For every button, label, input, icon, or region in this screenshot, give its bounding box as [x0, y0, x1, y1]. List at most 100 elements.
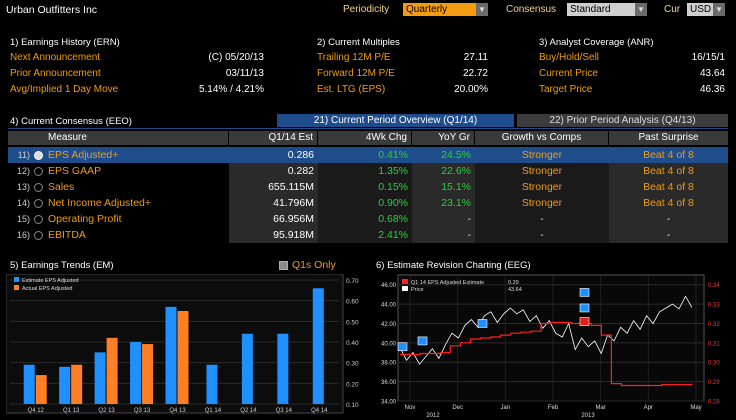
chart1-bar-estimate[interactable]	[130, 342, 142, 404]
chart1-ytick-label: 0.40	[346, 340, 359, 347]
chart1-ytick-label: 0.60	[346, 299, 359, 306]
chart2-left-ytick-label: 36.00	[381, 380, 397, 386]
chart1-xtick-label: Q1 14	[205, 408, 222, 414]
earnings-history-title[interactable]: 1) Earnings History (ERN)	[10, 37, 120, 48]
table-row[interactable]: 14) Net Income Adjusted+ 41.796M 0.90% 23.1%…	[8, 195, 728, 211]
earnings-trends-title[interactable]: 5) Earnings Trends (EM)	[10, 260, 114, 271]
chart2-legend-swatch	[402, 279, 408, 284]
col-header-growth-label: Growth vs Comps	[501, 132, 582, 143]
chart2-event-marker[interactable]	[579, 303, 590, 313]
chart2-event-marker[interactable]	[579, 317, 590, 326]
avg-move-value: 5.14% / 4.21%	[198, 84, 264, 95]
measure-name[interactable]: EBITDA	[48, 229, 86, 241]
tab-current-period[interactable]: 21) Current Period Overview (Q1/14)	[277, 114, 514, 127]
chart1-bar-estimate[interactable]	[241, 333, 253, 404]
chart1-bar-estimate[interactable]	[165, 306, 177, 404]
chart1-bar-estimate[interactable]	[312, 288, 324, 404]
chart1-ytick-label: 0.10	[346, 402, 359, 409]
company-name: Urban Outfitters Inc	[6, 4, 98, 16]
chart2-event-marker[interactable]	[417, 336, 428, 346]
row-select-radio-icon[interactable]	[34, 151, 43, 160]
currency-dropdown-arrow-icon[interactable]: ▼	[713, 3, 725, 16]
chart2-right-ytick-label: 0.32	[708, 322, 720, 328]
chart1-bar-actual[interactable]	[106, 337, 118, 404]
cell-est: 0.286	[287, 149, 314, 161]
table-row[interactable]: 13) Sales 655.115M 0.15% 15.1% Stronger Beat 4…	[8, 179, 728, 195]
consensus-value: Standard	[570, 4, 611, 15]
current-consensus-title[interactable]: 4) Current Consensus (EEO)	[10, 116, 132, 127]
chart2-event-marker[interactable]	[397, 342, 408, 352]
periodicity-dropdown[interactable]: Quarterly	[403, 3, 476, 16]
tab-current-period-label: 21) Current Period Overview (Q1/14)	[313, 115, 478, 126]
col-header-surprise[interactable]: Past Surprise	[609, 131, 728, 145]
col-header-4wk[interactable]: 4Wk Chg	[318, 131, 412, 145]
periodicity-value: Quarterly	[406, 4, 448, 15]
col-header-measure[interactable]: Measure	[8, 131, 229, 145]
q1s-only-checkbox[interactable]	[279, 261, 288, 270]
est-ltg-value: 20.00%	[454, 84, 488, 95]
chart2-estimate-line	[400, 321, 693, 387]
chart2-right-ytick-label: 0.34	[708, 283, 720, 289]
chart1-bar-actual[interactable]	[71, 364, 83, 404]
table-row[interactable]: 15) Operating Profit 66.956M 0.68% - - -	[8, 211, 728, 227]
buy-hold-sell-value: 16/15/1	[691, 52, 725, 63]
measure-name[interactable]: Sales	[48, 181, 75, 193]
target-price-value: 46.36	[699, 84, 725, 95]
chart2-event-marker[interactable]	[579, 288, 590, 297]
chart2-right-ytick-label: 0.28	[708, 400, 720, 406]
row-select-radio-icon[interactable]	[34, 231, 43, 240]
revision-charting-title[interactable]: 6) Estimate Revision Charting (EEG)	[376, 260, 531, 271]
chart1-bar-estimate[interactable]	[94, 352, 106, 404]
chart2-xtick-label: Feb	[548, 405, 559, 411]
chart1-bar-estimate[interactable]	[277, 333, 289, 404]
row-select-radio-icon[interactable]	[34, 183, 43, 192]
chart1-ytick-label: 0.50	[346, 319, 359, 326]
chart2-price-line	[399, 295, 693, 365]
table-row[interactable]: 16) EBITDA 95.918M 2.41% - - -	[8, 227, 728, 243]
cell-growth: Stronger	[475, 195, 609, 211]
cell-est: 66.956M	[229, 211, 318, 227]
tab-underline	[8, 128, 728, 129]
periodicity-dropdown-arrow-icon[interactable]: ▼	[476, 3, 488, 16]
col-header-measure-label: Measure	[48, 132, 87, 143]
tab-prior-period-label: 22) Prior Period Analysis (Q4/13)	[549, 115, 696, 126]
currency-dropdown[interactable]: USD	[687, 3, 713, 16]
consensus-dropdown-arrow-icon[interactable]: ▼	[635, 3, 647, 16]
chart2-event-marker[interactable]	[477, 319, 488, 328]
chart1-bar-estimate[interactable]	[206, 364, 218, 404]
table-row[interactable]: 11) EPS Adjusted+ 0.286 0.41% 24.5% Stronger B…	[8, 147, 728, 163]
col-header-yoy[interactable]: YoY Gr	[412, 131, 475, 145]
trailing-pe-value: 27.11	[463, 52, 488, 63]
row-number: 15)	[16, 214, 30, 224]
row-select-radio-icon[interactable]	[34, 167, 43, 176]
chart2-left-ytick-label: 38.00	[381, 361, 397, 367]
measure-name[interactable]: EPS GAAP	[48, 165, 102, 177]
chart1-bar-actual[interactable]	[35, 375, 47, 404]
row-select-radio-icon[interactable]	[34, 199, 43, 208]
cell-surprise: Beat 4 of 8	[609, 179, 728, 195]
col-header-est[interactable]: Q1/14 Est	[229, 131, 318, 145]
cell-growth: -	[475, 227, 609, 243]
chart1-legend-label: Actual EPS Adjusted	[22, 286, 72, 292]
row-select-radio-icon[interactable]	[34, 215, 43, 224]
chart1-xtick-label: Q4 13	[169, 408, 186, 414]
est-ltg-label: Est. LTG (EPS)	[317, 84, 386, 95]
cell-est: 41.796M	[229, 195, 318, 211]
cell-surprise: Beat 4 of 8	[643, 149, 694, 161]
chart1-bar-estimate[interactable]	[59, 366, 71, 404]
chart1-bar-actual[interactable]	[177, 311, 189, 404]
measure-name[interactable]: Operating Profit	[48, 213, 122, 225]
chart1-bar-estimate[interactable]	[23, 364, 35, 404]
measure-name[interactable]: EPS Adjusted+	[48, 149, 119, 161]
current-multiples-title: 2) Current Multiples	[317, 37, 400, 48]
chart2-right-ytick-label: 0.30	[708, 361, 720, 367]
table-row[interactable]: 12) EPS GAAP 0.282 1.35% 22.6% Stronger Beat 4…	[8, 163, 728, 179]
analyst-coverage-title[interactable]: 3) Analyst Coverage (ANR)	[539, 37, 654, 48]
measure-name[interactable]: Net Income Adjusted+	[48, 197, 152, 209]
tab-prior-period[interactable]: 22) Prior Period Analysis (Q4/13)	[517, 114, 728, 127]
cell-yoy: 15.1%	[412, 179, 475, 195]
consensus-dropdown[interactable]: Standard	[567, 3, 635, 16]
col-header-growth[interactable]: Growth vs Comps	[475, 131, 609, 145]
chart1-bar-actual[interactable]	[142, 344, 154, 404]
consensus-label: Consensus	[506, 4, 557, 15]
